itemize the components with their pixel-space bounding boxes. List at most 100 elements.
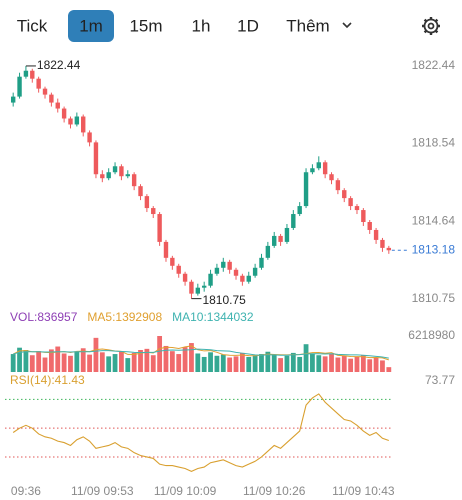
volume-bar	[68, 355, 73, 372]
ma-line	[13, 348, 389, 359]
legend-entry: VOL:836957	[10, 310, 78, 324]
candle-body	[354, 206, 360, 211]
candle-body	[87, 132, 92, 143]
x-tick-label: 09:36	[11, 484, 41, 498]
volume-bar	[29, 355, 35, 372]
volume-bar	[42, 357, 48, 372]
volume-bar	[36, 351, 42, 372]
tab[interactable]: Thêm	[286, 16, 329, 35]
tab[interactable]: 1h	[192, 16, 211, 35]
candle-body	[112, 166, 118, 173]
candle-body	[125, 174, 130, 177]
candle-body	[291, 214, 296, 228]
volume-bar	[99, 352, 105, 372]
x-tick-label: 11/09 10:26	[243, 484, 306, 498]
candle-body	[265, 245, 271, 258]
volume-bar	[61, 353, 67, 372]
y-tick-label: 1818.54	[412, 136, 456, 150]
volume-bar	[48, 349, 54, 372]
candle-body	[49, 94, 54, 103]
candle-body	[100, 174, 105, 179]
tab[interactable]: 1D	[237, 16, 259, 35]
candle-body	[310, 168, 315, 173]
volume-bar	[373, 357, 379, 372]
y-tick-label: 73.77	[425, 373, 455, 387]
candle-body	[131, 174, 137, 187]
legend-entry: RSI(14):41.43	[10, 373, 85, 387]
volume-bar	[17, 347, 22, 372]
tab[interactable]: 15m	[129, 16, 162, 35]
volume-bar	[131, 352, 137, 372]
volume-bar	[195, 353, 201, 372]
settings-icon[interactable]	[422, 17, 440, 35]
candle-body	[322, 162, 328, 175]
candle-body	[316, 162, 321, 169]
volume-bar	[310, 353, 315, 372]
volume-bar	[367, 359, 373, 372]
volume-bar	[80, 348, 86, 372]
candle-body	[151, 208, 156, 215]
candle-body	[380, 239, 385, 248]
candle-body	[138, 186, 143, 197]
volume-bar	[157, 336, 163, 372]
candle-body	[246, 275, 251, 282]
volume-bar	[138, 350, 143, 372]
volume-bar	[220, 354, 226, 372]
candle-body	[163, 241, 169, 258]
volume-bar	[208, 352, 213, 372]
x-tick-label: 11/09 09:53	[71, 484, 134, 498]
candle-body	[10, 96, 16, 103]
volume-bar	[239, 352, 245, 372]
candle-body	[81, 116, 86, 133]
volume-bar	[271, 354, 277, 372]
volume-bar	[150, 355, 156, 372]
candle-body	[55, 102, 60, 109]
x-tick-label: 11/09 10:09	[154, 484, 217, 498]
candle-body	[348, 198, 353, 207]
volume-bar	[316, 355, 322, 372]
volume-bar	[144, 348, 150, 372]
volume-bar	[74, 351, 80, 372]
candle-body	[93, 142, 99, 175]
volume-bar	[125, 358, 131, 372]
volume-bar	[163, 345, 169, 372]
volume-bar	[348, 358, 354, 372]
candle-body	[23, 70, 29, 77]
tab[interactable]: Tick	[17, 16, 48, 35]
volume-bar	[246, 356, 252, 372]
gear-ring	[423, 18, 439, 34]
volume-bar	[329, 354, 334, 372]
volume-bar	[284, 355, 290, 372]
candle-body	[240, 275, 245, 282]
gear-teeth	[422, 17, 440, 35]
candle-body	[61, 108, 67, 119]
candle-body	[335, 180, 341, 191]
volume-bar	[119, 351, 124, 372]
candle-body	[373, 229, 379, 240]
candle-body	[342, 190, 347, 199]
volume-bar	[297, 356, 303, 372]
volume-bar	[201, 356, 207, 372]
candle-body	[30, 70, 35, 79]
volume-bar	[169, 351, 175, 372]
y-tick-label: 6218980	[408, 328, 455, 342]
candle-body	[176, 265, 181, 274]
candle-body	[68, 118, 73, 125]
candle-body	[144, 196, 150, 209]
legend-entry: MA10:1344032	[172, 310, 254, 324]
volume-bar	[93, 337, 99, 372]
volume-bar	[23, 350, 29, 372]
last-price-label: 1813.18	[412, 242, 456, 256]
tab[interactable]: 1m	[79, 16, 103, 35]
candle-body	[252, 267, 258, 276]
volume-bar	[380, 360, 385, 372]
y-tick-label: 1814.64	[412, 213, 456, 227]
y-tick-label: 1810.75	[412, 291, 456, 305]
volume-bar	[233, 356, 239, 372]
candle-body	[284, 227, 290, 242]
candle-body	[157, 214, 162, 242]
candle-body	[221, 261, 226, 268]
candle-body	[297, 206, 302, 215]
